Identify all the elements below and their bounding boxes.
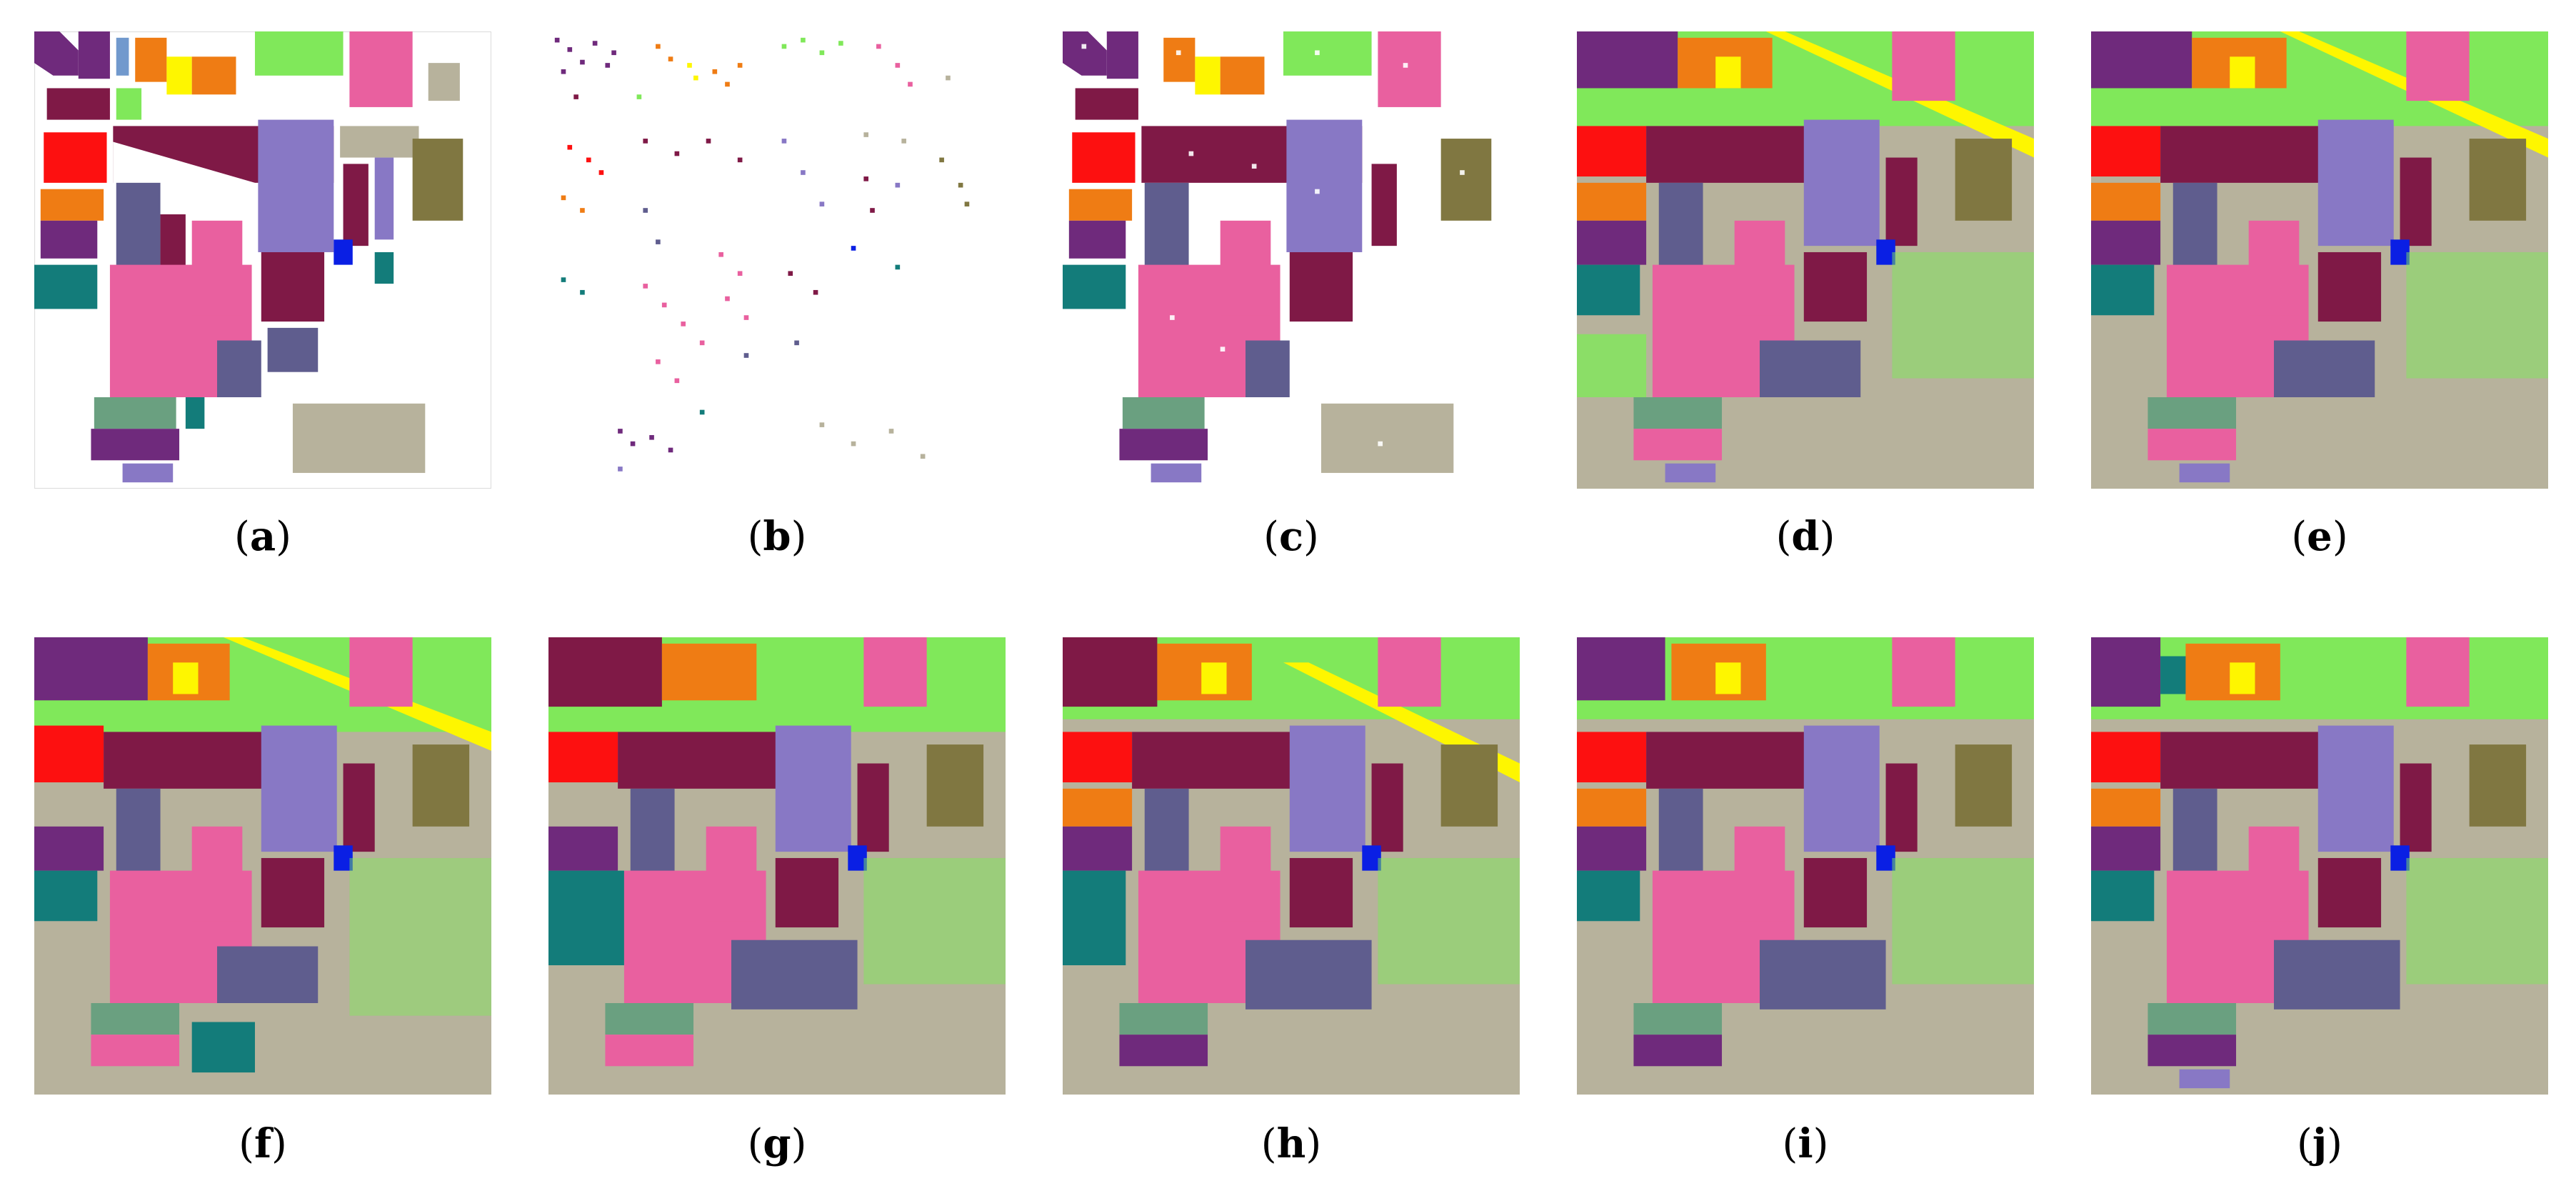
caption-j-label: j xyxy=(2312,1120,2327,1167)
panel-c-test-samples-map xyxy=(1063,31,1520,489)
ground-truth-map-image xyxy=(34,31,491,489)
panel-h-classification-map xyxy=(1063,637,1520,1095)
caption-d: (d) xyxy=(1775,513,1835,560)
classification-map-e-image xyxy=(2091,31,2548,489)
panel-j-classification-map xyxy=(2091,637,2548,1095)
panel-b-train-samples-map xyxy=(548,31,1006,489)
caption-a-label: a xyxy=(249,513,276,560)
classification-map-g-image xyxy=(548,637,1006,1095)
caption-c: (c) xyxy=(1263,513,1319,560)
caption-c-label: c xyxy=(1278,513,1304,560)
caption-i-label: i xyxy=(1798,1120,1813,1167)
classification-map-i-image xyxy=(1577,637,2034,1095)
caption-i: (i) xyxy=(1782,1120,1829,1167)
classification-map-j-image xyxy=(2091,637,2548,1095)
panel-e-classification-map xyxy=(2091,31,2548,489)
panel-g-classification-map xyxy=(548,637,1006,1095)
panel-d-classification-map xyxy=(1577,31,2034,489)
classification-map-f-image xyxy=(34,637,491,1095)
caption-a: (a) xyxy=(234,513,291,560)
caption-e: (e) xyxy=(2291,513,2348,560)
test-samples-map-image xyxy=(1063,31,1520,489)
caption-d-label: d xyxy=(1791,513,1820,560)
caption-b-label: b xyxy=(763,513,791,560)
caption-h-label: h xyxy=(1276,1120,1306,1167)
classification-map-h-image xyxy=(1063,637,1520,1095)
caption-j: (j) xyxy=(2297,1120,2342,1167)
classification-map-d-image xyxy=(1577,31,2034,489)
caption-e-label: e xyxy=(2307,513,2332,560)
caption-g-label: g xyxy=(763,1120,791,1167)
caption-g: (g) xyxy=(747,1120,807,1167)
caption-h: (h) xyxy=(1261,1120,1322,1167)
panel-f-classification-map xyxy=(34,637,491,1095)
panel-a-ground-truth-map xyxy=(34,31,491,489)
caption-f: (f) xyxy=(239,1120,287,1167)
caption-b: (b) xyxy=(747,513,807,560)
panel-i-classification-map xyxy=(1577,637,2034,1095)
train-samples-map-image xyxy=(548,31,1006,489)
caption-f-label: f xyxy=(254,1120,272,1167)
